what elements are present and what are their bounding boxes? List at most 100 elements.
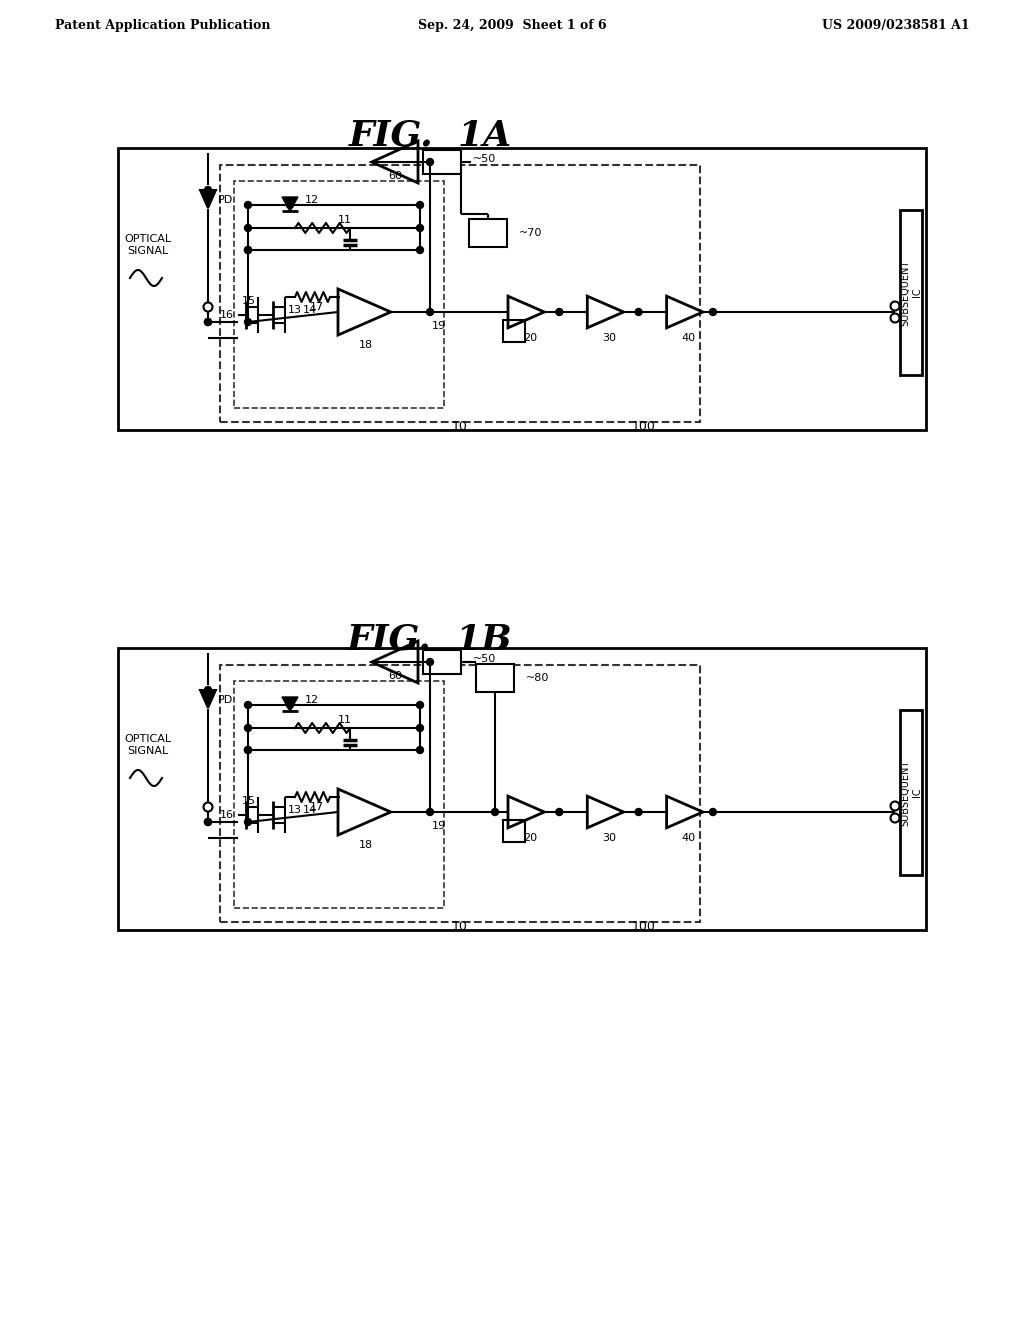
Circle shape (205, 686, 212, 693)
Text: 20: 20 (523, 833, 537, 843)
Circle shape (287, 701, 294, 709)
Polygon shape (200, 190, 216, 209)
Circle shape (245, 725, 252, 731)
Text: 12: 12 (305, 696, 319, 705)
Text: 30: 30 (602, 833, 616, 843)
Circle shape (427, 808, 433, 816)
Circle shape (417, 747, 424, 754)
Text: 60: 60 (388, 172, 402, 181)
Text: 19: 19 (432, 821, 446, 832)
Circle shape (204, 803, 213, 812)
Circle shape (427, 659, 433, 665)
Text: OPTICAL
SIGNAL: OPTICAL SIGNAL (125, 734, 172, 756)
Text: 18: 18 (359, 341, 373, 350)
Circle shape (417, 202, 424, 209)
Bar (118, 148, 926, 430)
Text: 30: 30 (602, 333, 616, 343)
Text: 12: 12 (305, 195, 319, 205)
Text: 13: 13 (288, 805, 302, 814)
Text: Patent Application Publication: Patent Application Publication (55, 18, 270, 32)
Circle shape (205, 818, 212, 825)
Text: 14: 14 (303, 805, 317, 814)
Circle shape (710, 309, 717, 315)
Bar (469, 219, 507, 247)
Circle shape (205, 318, 212, 326)
Text: 13: 13 (288, 305, 302, 315)
Bar (118, 648, 926, 931)
Circle shape (417, 224, 424, 231)
Polygon shape (200, 690, 216, 708)
Bar (423, 649, 461, 675)
Polygon shape (282, 697, 298, 711)
Text: 16: 16 (220, 810, 234, 820)
Circle shape (245, 747, 252, 754)
Bar (476, 664, 514, 692)
Text: ~80: ~80 (526, 673, 549, 682)
Bar (503, 319, 525, 342)
Text: ~50: ~50 (473, 154, 497, 164)
Text: SUBSEQUENT
IC: SUBSEQUENT IC (900, 259, 922, 326)
Circle shape (245, 224, 252, 231)
Circle shape (891, 801, 899, 810)
Circle shape (427, 309, 433, 315)
Circle shape (245, 247, 252, 253)
Text: SUBSEQUENT
IC: SUBSEQUENT IC (900, 759, 922, 825)
Text: PD: PD (218, 195, 233, 205)
Text: 60: 60 (388, 671, 402, 681)
Bar (900, 210, 922, 375)
Circle shape (417, 725, 424, 731)
Text: FIG.  1B: FIG. 1B (347, 623, 513, 657)
Circle shape (205, 186, 212, 194)
Circle shape (245, 247, 252, 253)
Circle shape (556, 309, 563, 315)
Text: US 2009/0238581 A1: US 2009/0238581 A1 (822, 18, 970, 32)
Circle shape (287, 202, 294, 209)
Text: 10: 10 (452, 920, 468, 933)
Polygon shape (282, 197, 298, 211)
Text: 10: 10 (452, 421, 468, 433)
Circle shape (245, 318, 252, 326)
Bar (220, 665, 700, 921)
Text: 100: 100 (631, 421, 655, 433)
Circle shape (417, 247, 424, 253)
Bar (234, 181, 444, 408)
Bar (503, 820, 525, 842)
Text: ~50: ~50 (473, 653, 497, 664)
Bar (234, 681, 444, 908)
Circle shape (245, 747, 252, 754)
Text: PD: PD (218, 696, 233, 705)
Text: 15: 15 (242, 796, 256, 807)
Text: Sep. 24, 2009  Sheet 1 of 6: Sep. 24, 2009 Sheet 1 of 6 (418, 18, 606, 32)
Text: 17: 17 (310, 803, 324, 812)
Text: 17: 17 (310, 302, 324, 312)
Bar (423, 150, 461, 174)
Circle shape (891, 314, 899, 322)
Circle shape (635, 808, 642, 816)
Text: OPTICAL
SIGNAL: OPTICAL SIGNAL (125, 234, 172, 256)
Circle shape (245, 202, 252, 209)
Circle shape (556, 808, 563, 816)
Text: 19: 19 (432, 321, 446, 331)
Text: 100: 100 (631, 920, 655, 933)
Text: 11: 11 (338, 715, 352, 725)
Bar (900, 710, 922, 875)
Circle shape (245, 818, 252, 825)
Bar (220, 165, 700, 422)
Circle shape (245, 701, 252, 709)
Text: 18: 18 (359, 840, 373, 850)
Text: 40: 40 (682, 333, 695, 343)
Text: 20: 20 (523, 333, 537, 343)
Text: ~70: ~70 (519, 228, 543, 238)
Circle shape (427, 158, 433, 165)
Circle shape (635, 309, 642, 315)
Circle shape (492, 808, 499, 816)
Text: 16: 16 (220, 310, 234, 319)
Text: 14: 14 (303, 305, 317, 315)
Text: 15: 15 (242, 296, 256, 306)
Circle shape (891, 813, 899, 822)
Text: FIG.  1A: FIG. 1A (348, 117, 512, 152)
Circle shape (891, 301, 899, 310)
Text: 11: 11 (338, 215, 352, 224)
Circle shape (417, 701, 424, 709)
Text: 40: 40 (682, 833, 695, 843)
